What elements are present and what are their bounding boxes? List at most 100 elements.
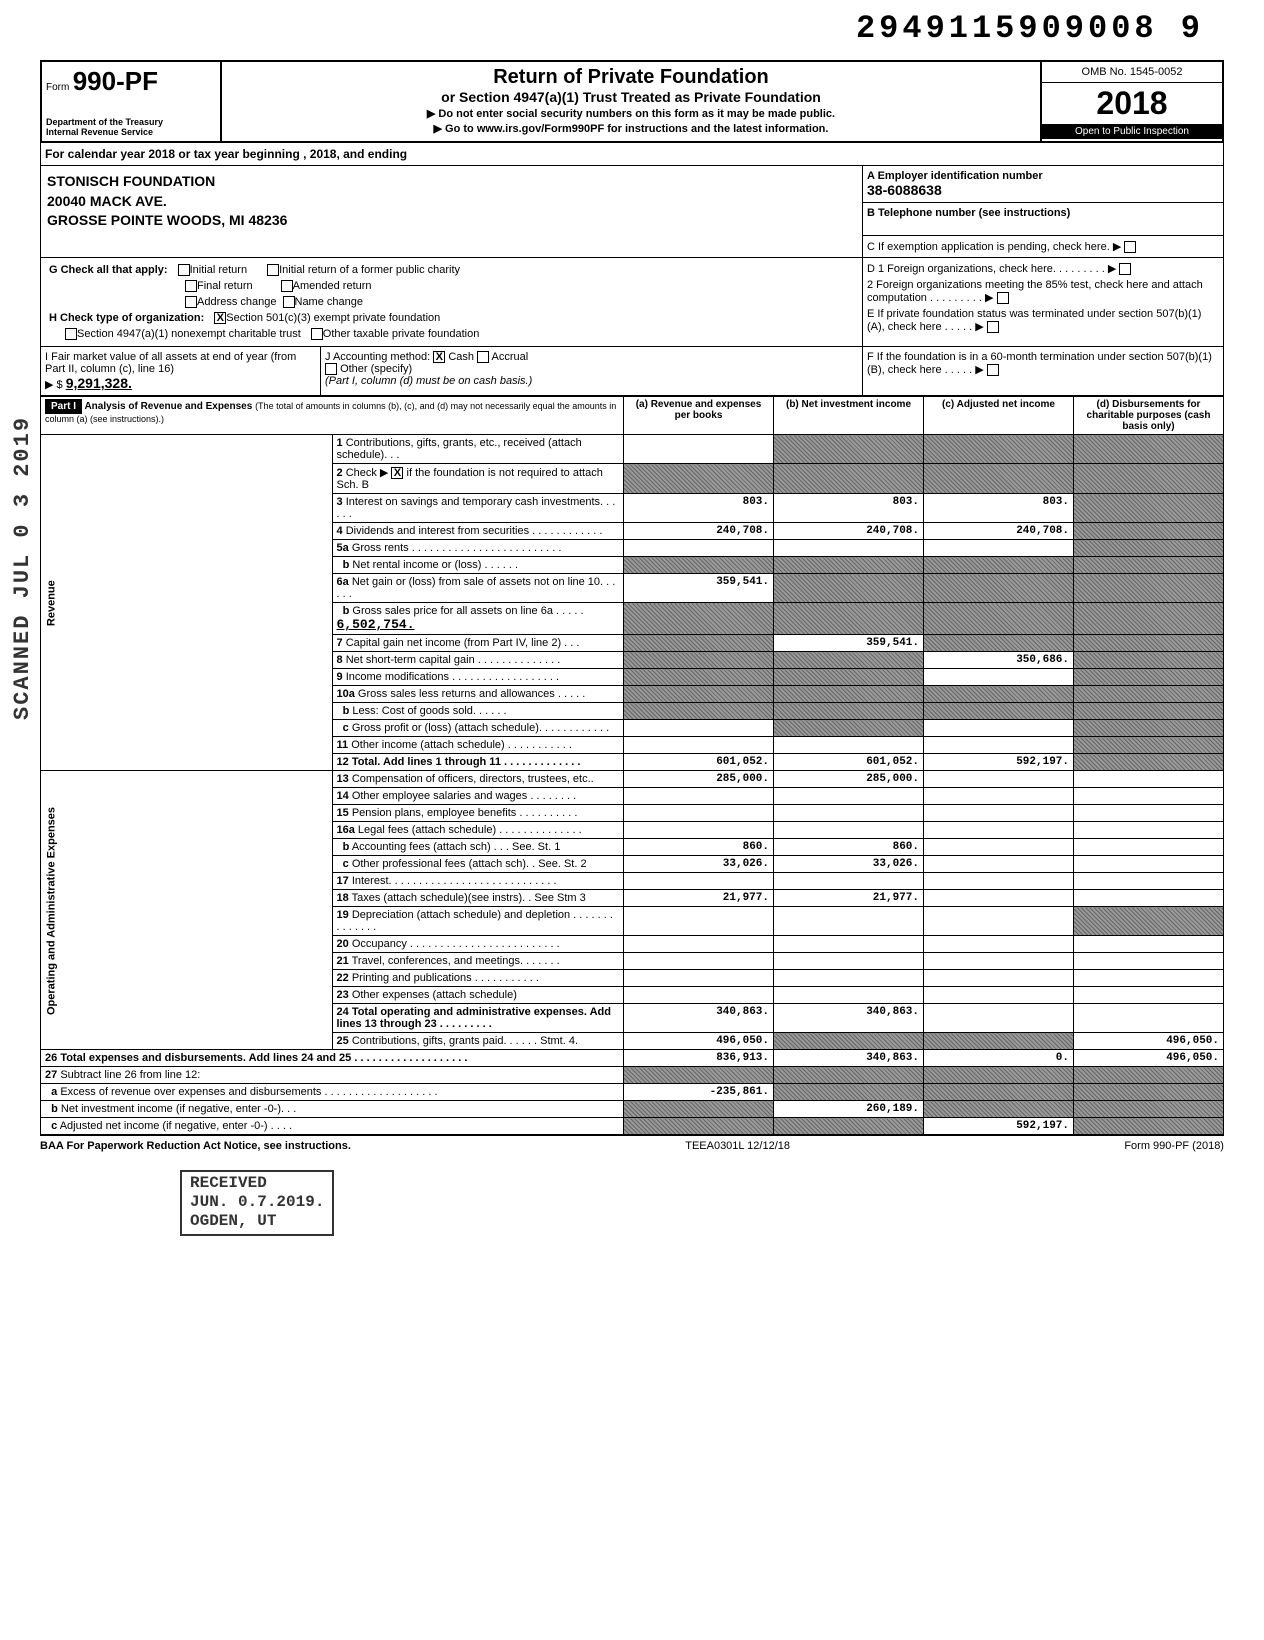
row-1: Revenue 1 Contributions, gifts, grants, … <box>41 435 1224 464</box>
org-addr1: 20040 MACK AVE. <box>47 192 856 212</box>
r12-c: 592,197. <box>924 754 1074 771</box>
r15-desc: Pension plans, employee benefits . . . .… <box>352 807 578 819</box>
form-number: 990-PF <box>73 66 158 96</box>
d2-label: 2 Foreign organizations meeting the 85% … <box>867 279 1203 304</box>
r4-b: 240,708. <box>774 523 924 540</box>
r4-a: 240,708. <box>624 523 774 540</box>
title-box: Return of Private Foundation or Section … <box>222 62 1042 141</box>
public-inspection: Open to Public Inspection <box>1042 124 1222 139</box>
header: Form 990-PF Department of the Treasury I… <box>40 60 1224 143</box>
g-opt-0: Initial return <box>190 264 247 276</box>
r26-d: 496,050. <box>1074 1050 1224 1067</box>
r6b-desc: Gross sales price for all assets on line… <box>352 605 583 617</box>
j-other-checkbox[interactable] <box>325 363 337 375</box>
footer-mid: TEEA0301L 12/12/18 <box>685 1140 790 1152</box>
j-other: Other (specify) <box>340 363 412 375</box>
r26-c: 0. <box>924 1050 1074 1067</box>
expense-section-label: Operating and Administrative Expenses <box>41 771 333 1050</box>
instruct-2: ▶ Go to www.irs.gov/Form990PF for instru… <box>226 122 1036 135</box>
h-label: H Check type of organization: <box>49 312 204 324</box>
r12-a: 601,052. <box>624 754 774 771</box>
g-opt-1: Final return <box>197 280 253 292</box>
r10b-desc: Less: Cost of goods sold. . . . . . <box>352 705 506 717</box>
r16c-a: 33,026. <box>624 856 774 873</box>
r26-desc: Total expenses and disbursements. Add li… <box>60 1052 467 1064</box>
r2-desc: Check ▶ <box>346 467 392 479</box>
r16a-desc: Legal fees (attach schedule) . . . . . .… <box>358 824 582 836</box>
r24-b: 340,863. <box>774 1004 924 1033</box>
h-other-checkbox[interactable] <box>311 328 323 340</box>
dept-treasury: Department of the Treasury <box>46 117 216 127</box>
g-initial-checkbox[interactable] <box>178 264 190 276</box>
r20-desc: Occupancy . . . . . . . . . . . . . . . … <box>352 938 560 950</box>
org-name: STONISCH FOUNDATION <box>47 172 856 192</box>
r14-desc: Other employee salaries and wages . . . … <box>352 790 576 802</box>
r27b-desc: Net investment income (if negative, ente… <box>61 1103 296 1115</box>
r6b-val: 6,502,754. <box>337 617 415 632</box>
c-checkbox[interactable] <box>1124 241 1136 253</box>
r3-c: 803. <box>924 494 1074 523</box>
document-number: 2949115909008 9 <box>856 10 1204 47</box>
calendar-year: For calendar year 2018 or tax year begin… <box>40 143 1224 166</box>
footer-right: Form 990-PF (2018) <box>1124 1140 1224 1152</box>
j-section: J Accounting method: X Cash Accrual Othe… <box>321 347 863 395</box>
r3-a: 803. <box>624 494 774 523</box>
section-c: C If exemption application is pending, c… <box>863 236 1223 257</box>
r16b-desc: Accounting fees (attach sch) . . . See. … <box>352 841 561 853</box>
scanned-stamp: SCANNED JUL 0 3 2019 <box>10 416 35 720</box>
e-label: E If private foundation status was termi… <box>867 308 1201 333</box>
r21-desc: Travel, conferences, and meetings. . . .… <box>352 955 560 967</box>
g-opt-2: Address change <box>197 296 277 308</box>
g-letter: G Check all that apply: <box>49 264 168 276</box>
dept-irs: Internal Revenue Service <box>46 127 216 137</box>
part1-table: Part I Analysis of Revenue and Expenses … <box>40 396 1224 1135</box>
r26-a: 836,913. <box>624 1050 774 1067</box>
org-info-row: STONISCH FOUNDATION 20040 MACK AVE. GROS… <box>40 166 1224 258</box>
g-opt-5: Name change <box>295 296 364 308</box>
d2-checkbox[interactable] <box>997 292 1009 304</box>
r27a-desc: Excess of revenue over expenses and disb… <box>60 1086 437 1098</box>
g-final-checkbox[interactable] <box>185 280 197 292</box>
r4-desc: Dividends and interest from securities .… <box>346 525 603 537</box>
ein-value: 38-6088638 <box>867 182 1219 198</box>
i-section: I Fair market value of all assets at end… <box>41 347 321 395</box>
j-cash-checkbox[interactable]: X <box>433 351 445 363</box>
ein-label: A Employer identification number <box>867 170 1219 182</box>
d-checkbox[interactable] <box>1119 263 1131 275</box>
h-501c3-checkbox[interactable]: X <box>214 312 226 324</box>
r27-desc: Subtract line 26 from line 12: <box>60 1069 200 1081</box>
phone-row: B Telephone number (see instructions) <box>863 203 1223 236</box>
r10a-desc: Gross sales less returns and allowances … <box>358 688 585 700</box>
r5a-desc: Gross rents . . . . . . . . . . . . . . … <box>352 542 562 554</box>
h-4947-checkbox[interactable] <box>65 328 77 340</box>
row-26: 26 Total expenses and disbursements. Add… <box>41 1050 1224 1067</box>
r3-b: 803. <box>774 494 924 523</box>
i-label: I Fair market value of all assets at end… <box>45 351 316 375</box>
d-e-section: D 1 Foreign organizations, check here. .… <box>863 258 1223 346</box>
org-addr2: GROSSE POINTE WOODS, MI 48236 <box>47 211 856 231</box>
r25-a: 496,050. <box>624 1033 774 1050</box>
form-box: Form 990-PF Department of the Treasury I… <box>42 62 222 141</box>
r17-desc: Interest. . . . . . . . . . . . . . . . … <box>352 875 557 887</box>
g-amended-checkbox[interactable] <box>281 280 293 292</box>
id-box: A Employer identification number 38-6088… <box>863 166 1223 257</box>
j-accrual-checkbox[interactable] <box>477 351 489 363</box>
r19-desc: Depreciation (attach schedule) and deple… <box>337 909 613 933</box>
g-address-checkbox[interactable] <box>185 296 197 308</box>
r27c-desc: Adjusted net income (if negative, enter … <box>60 1120 292 1132</box>
f-checkbox[interactable] <box>987 364 999 376</box>
g-section: G Check all that apply: Initial return I… <box>41 258 863 346</box>
col-b-header: (b) Net investment income <box>774 397 924 435</box>
col-c-header: (c) Adjusted net income <box>924 397 1074 435</box>
r2-checkbox[interactable]: X <box>391 467 403 479</box>
e-checkbox[interactable] <box>987 321 999 333</box>
g-name-checkbox[interactable] <box>283 296 295 308</box>
col-d-header: (d) Disbursements for charitable purpose… <box>1074 397 1224 435</box>
g-initial-former-checkbox[interactable] <box>267 264 279 276</box>
r6a-desc: Net gain or (loss) from sale of assets n… <box>337 576 616 600</box>
g-opt-3: Initial return of a former public charit… <box>279 264 460 276</box>
r16b-b: 860. <box>774 839 924 856</box>
h-opt-1: Section 501(c)(3) exempt private foundat… <box>226 312 440 324</box>
r4-c: 240,708. <box>924 523 1074 540</box>
r25-d: 496,050. <box>1074 1033 1224 1050</box>
